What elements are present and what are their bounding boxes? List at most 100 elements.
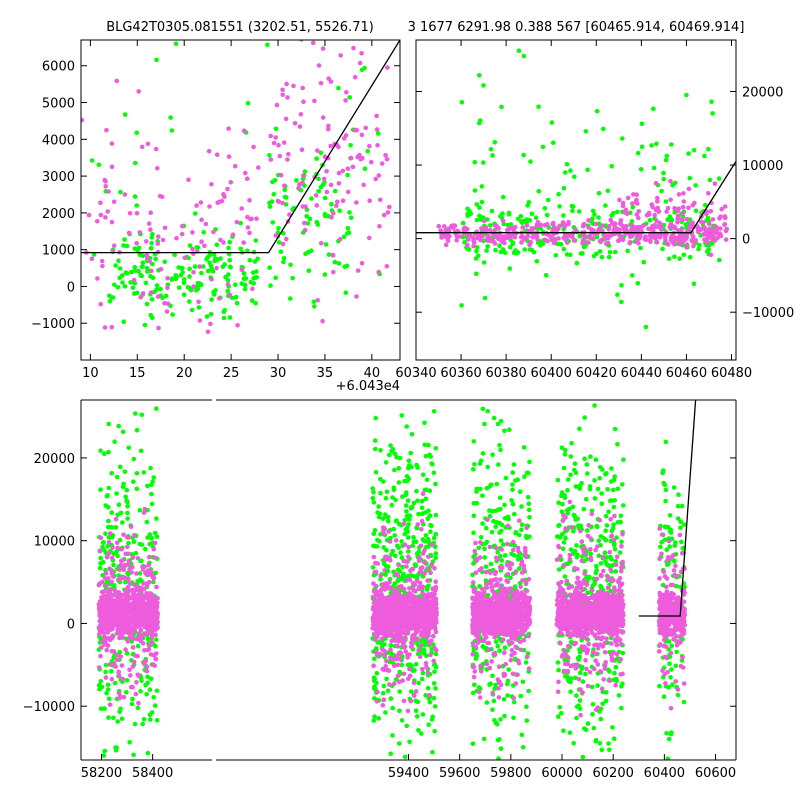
- data-point-green: [124, 243, 130, 249]
- data-point-pink: [403, 617, 409, 623]
- data-point-green: [345, 231, 350, 236]
- data-point-pink: [492, 241, 498, 246]
- data-point-pink: [390, 595, 396, 600]
- data-point-pink: [135, 556, 141, 561]
- data-point-green: [273, 275, 279, 281]
- data-point-green: [137, 252, 143, 258]
- data-point-green: [494, 788, 499, 793]
- data-point-pink: [410, 626, 415, 631]
- data-point-pink: [113, 603, 118, 608]
- data-point-green: [139, 412, 145, 418]
- data-point-pink: [605, 240, 611, 246]
- data-point-green: [492, 686, 498, 692]
- data-point-pink: [696, 229, 701, 235]
- data-point-pink: [394, 619, 400, 624]
- data-point-pink: [586, 240, 591, 245]
- data-point-pink: [373, 619, 378, 624]
- data-point-green: [422, 442, 428, 448]
- data-point-pink: [385, 617, 391, 623]
- data-point-pink: [109, 579, 114, 585]
- data-point-green: [564, 162, 570, 167]
- data-point-pink: [351, 45, 356, 51]
- data-point-pink: [387, 580, 392, 585]
- data-points: [416, 48, 736, 330]
- data-point-pink: [150, 593, 156, 598]
- data-point-green: [290, 275, 296, 281]
- data-point-green: [533, 215, 539, 220]
- data-point-green: [388, 696, 394, 701]
- data-point-green: [153, 256, 158, 262]
- data-point-green: [131, 539, 137, 544]
- y-tick-label: 0: [67, 280, 75, 295]
- data-point-pink: [316, 63, 322, 68]
- data-point-green: [513, 530, 519, 535]
- data-point-green: [472, 682, 477, 687]
- data-point-pink: [104, 647, 109, 653]
- data-point-pink: [621, 226, 626, 231]
- data-point-pink: [404, 603, 409, 609]
- data-point-pink: [411, 588, 417, 593]
- data-point-green: [373, 446, 378, 452]
- data-point-green: [411, 500, 417, 506]
- data-point-pink: [230, 232, 236, 237]
- data-point-green: [399, 662, 405, 668]
- data-point-pink: [106, 551, 112, 556]
- data-point-pink: [355, 268, 361, 273]
- data-point-green: [163, 293, 169, 299]
- data-point-green: [424, 653, 429, 659]
- data-point-green: [391, 526, 397, 532]
- data-point-green: [343, 290, 349, 296]
- data-point-pink: [431, 658, 437, 664]
- data-point-pink: [401, 521, 407, 527]
- data-point-pink: [394, 643, 400, 649]
- data-point-pink: [644, 213, 650, 218]
- data-point-pink: [319, 241, 324, 246]
- data-point-pink: [427, 625, 433, 630]
- data-point-pink: [653, 207, 659, 213]
- data-point-pink: [427, 600, 432, 605]
- data-point-pink: [405, 599, 411, 604]
- data-point-green: [561, 186, 567, 191]
- data-point-green: [187, 274, 192, 279]
- data-point-green: [370, 495, 376, 501]
- data-point-green: [138, 689, 143, 694]
- data-point-green: [306, 268, 312, 274]
- data-point-pink: [383, 664, 389, 669]
- data-point-green: [233, 294, 239, 300]
- data-point-green: [524, 704, 529, 709]
- data-point-green: [498, 214, 503, 219]
- data-point-pink: [116, 577, 121, 582]
- data-point-pink: [245, 225, 251, 230]
- data-point-pink: [517, 639, 523, 645]
- data-point-green: [106, 449, 111, 455]
- data-point-pink: [326, 123, 331, 129]
- data-point-pink: [226, 154, 232, 159]
- data-point-pink: [99, 258, 105, 264]
- data-point-pink: [227, 292, 232, 298]
- data-point-green: [425, 516, 431, 521]
- data-point-pink: [373, 591, 379, 597]
- data-point-pink: [126, 535, 131, 540]
- data-point-green: [484, 525, 489, 531]
- data-point-green: [229, 295, 235, 301]
- data-point-pink: [530, 234, 535, 240]
- data-point-pink: [104, 554, 110, 560]
- data-point-green: [491, 518, 496, 524]
- data-point-pink: [443, 242, 449, 248]
- data-point-pink: [107, 702, 113, 707]
- data-point-green: [696, 246, 701, 252]
- data-point-green: [490, 153, 495, 158]
- data-point-green: [423, 453, 429, 459]
- data-point-green: [345, 226, 351, 231]
- data-point-green: [430, 749, 435, 755]
- bottom-panel: 58200 58400 59400 59600 59800 60000 60200 60400…: [23, 399, 737, 793]
- data-point-pink: [571, 238, 577, 243]
- data-point-pink: [109, 648, 115, 654]
- y-tick-label: 1000: [42, 244, 75, 259]
- data-point-pink: [115, 616, 120, 622]
- data-point-green: [239, 281, 245, 286]
- data-point-green: [428, 454, 434, 459]
- data-point-pink: [675, 219, 680, 225]
- data-point-pink: [292, 121, 298, 126]
- data-point-pink: [343, 98, 348, 103]
